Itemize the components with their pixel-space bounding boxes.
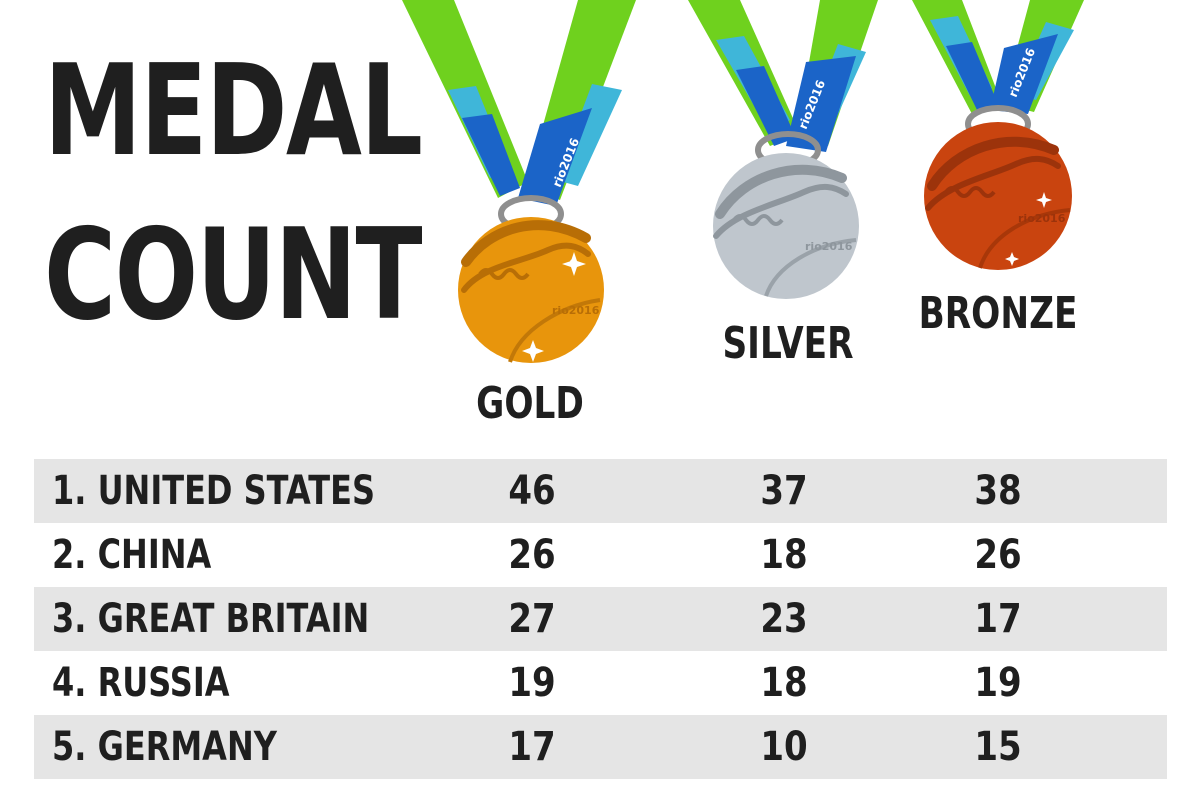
bronze-medal-text: rio2016 bbox=[1018, 212, 1066, 225]
gold-medal-icon bbox=[458, 217, 604, 363]
bronze-medal-icon bbox=[924, 122, 1072, 270]
gold-label: GOLD bbox=[476, 378, 584, 429]
silver-count: 18 bbox=[760, 532, 808, 578]
silver-label: SILVER bbox=[722, 318, 854, 369]
table-row: 4. RUSSIA 19 18 19 bbox=[34, 651, 1167, 715]
silver-ribbon bbox=[688, 0, 878, 152]
table-row: 3. GREAT BRITAIN 27 23 17 bbox=[34, 587, 1167, 651]
gold-count: 17 bbox=[508, 724, 556, 770]
silver-count: 23 bbox=[760, 596, 808, 642]
silver-count: 10 bbox=[760, 724, 808, 770]
gold-count: 46 bbox=[508, 468, 556, 514]
bronze-count: 19 bbox=[974, 660, 1022, 706]
bronze-count: 38 bbox=[974, 468, 1022, 514]
bronze-label: BRONZE bbox=[918, 288, 1078, 339]
country-name: 5. GERMANY bbox=[52, 724, 277, 770]
medals-illustration: rio2016 rio2016 rio2016 bbox=[402, 0, 1084, 363]
title-line-1: MEDAL bbox=[44, 37, 423, 184]
medal-table: 1. UNITED STATES 46 37 38 2. CHINA 26 18… bbox=[34, 459, 1167, 779]
silver-count: 18 bbox=[760, 660, 808, 706]
table-row: 1. UNITED STATES 46 37 38 bbox=[34, 459, 1167, 523]
gold-count: 19 bbox=[508, 660, 556, 706]
gold-medal-text: rio2016 bbox=[552, 304, 600, 317]
country-name: 3. GREAT BRITAIN bbox=[52, 596, 370, 642]
bronze-count: 17 bbox=[974, 596, 1022, 642]
bronze-ribbon bbox=[912, 0, 1084, 114]
silver-medal-icon bbox=[713, 153, 859, 299]
table-row: 5. GERMANY 17 10 15 bbox=[34, 715, 1167, 779]
table-row: 2. CHINA 26 18 26 bbox=[34, 523, 1167, 587]
silver-medal-text: rio2016 bbox=[805, 240, 853, 253]
silver-count: 37 bbox=[760, 468, 808, 514]
gold-count: 26 bbox=[508, 532, 556, 578]
bronze-count: 15 bbox=[974, 724, 1022, 770]
country-name: 1. UNITED STATES bbox=[52, 468, 376, 514]
gold-ribbon bbox=[402, 0, 636, 206]
country-name: 4. RUSSIA bbox=[52, 660, 230, 706]
country-name: 2. CHINA bbox=[52, 532, 212, 578]
bronze-count: 26 bbox=[974, 532, 1022, 578]
gold-count: 27 bbox=[508, 596, 556, 642]
title-line-2: COUNT bbox=[44, 201, 423, 348]
